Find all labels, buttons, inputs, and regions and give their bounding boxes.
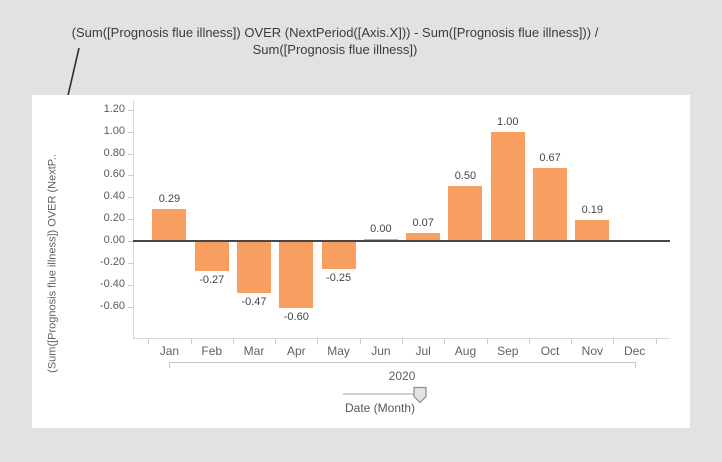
- month-tick-mark: [528, 339, 530, 344]
- x-axis-line: [133, 338, 670, 339]
- y-tick-label: 0.60: [103, 168, 125, 181]
- y-tick-mark: [128, 284, 133, 286]
- bar-value-label: 0.50: [454, 170, 477, 183]
- bar-value-label: -0.27: [199, 274, 225, 287]
- month-tick-mark: [571, 339, 573, 344]
- month-label: Jun: [371, 344, 391, 358]
- y-tick-label: -0.40: [99, 277, 125, 290]
- y-tick-label: 0.40: [103, 190, 125, 203]
- bar-value-label: 0.19: [581, 204, 604, 217]
- month-label: Nov: [581, 344, 604, 358]
- bar[interactable]: [194, 242, 229, 272]
- bar[interactable]: [575, 220, 610, 241]
- month-tick-mark: [655, 339, 657, 344]
- slider-handle-icon[interactable]: [413, 386, 427, 404]
- month-tick-mark: [444, 339, 446, 344]
- y-tick-label: 0.20: [103, 212, 125, 225]
- bar[interactable]: [321, 242, 356, 270]
- bar-value-label: 0.07: [412, 217, 434, 230]
- bar[interactable]: [448, 186, 483, 241]
- y-tick-mark: [128, 241, 133, 242]
- month-tick-mark: [148, 339, 150, 344]
- chart-card: (Sum([Prognosis flue illness]) OVER (Nex…: [32, 95, 690, 428]
- bar[interactable]: [363, 239, 398, 241]
- bar[interactable]: [406, 233, 441, 241]
- year-bracket-end: [634, 362, 636, 368]
- month-tick-mark: [613, 339, 615, 344]
- month-label: Oct: [540, 344, 560, 358]
- month-label: Jan: [159, 344, 180, 358]
- month-tick-mark: [275, 339, 277, 344]
- chart-title: (Sum([Prognosis flue illness]) OVER (Nex…: [0, 24, 670, 58]
- y-tick-label: 1.00: [103, 124, 125, 137]
- bar[interactable]: [490, 131, 525, 241]
- y-tick-mark: [128, 131, 133, 133]
- month-tick-mark: [232, 339, 234, 344]
- y-tick-label: -0.20: [99, 255, 125, 268]
- y-tick-mark: [128, 197, 133, 199]
- bar-value-label: -0.60: [283, 310, 309, 323]
- bar[interactable]: [237, 242, 272, 294]
- y-tick-label: -0.60: [99, 299, 125, 312]
- zero-line: [133, 240, 670, 242]
- bar[interactable]: [533, 167, 568, 241]
- month-label: Jul: [415, 344, 431, 358]
- month-label: Mar: [243, 344, 265, 358]
- bar-value-label: 0.29: [158, 193, 181, 206]
- bar-value-label: 0.00: [370, 223, 392, 236]
- year-label: 2020: [388, 369, 416, 383]
- month-tick-mark: [190, 339, 192, 344]
- month-label: Aug: [454, 344, 477, 358]
- y-tick-mark: [128, 219, 133, 221]
- month-label: May: [327, 344, 350, 358]
- y-tick-mark: [128, 109, 133, 111]
- month-tick-mark: [317, 339, 319, 344]
- y-tick-mark: [128, 175, 133, 177]
- year-bracket-end: [169, 362, 171, 368]
- month-tick-mark: [402, 339, 404, 344]
- bar-value-label: -0.25: [326, 272, 352, 285]
- y-axis-line: [133, 100, 134, 338]
- slider-label: Date (Month): [344, 401, 416, 415]
- date-slider[interactable]: [337, 385, 433, 405]
- y-tick-mark: [128, 306, 133, 308]
- month-label: Feb: [201, 344, 223, 358]
- year-bracket: [169, 362, 635, 363]
- bar-value-label: 1.00: [497, 115, 519, 128]
- bar-value-label: 0.67: [539, 151, 561, 164]
- y-tick-label: 0.00: [103, 234, 125, 246]
- bar[interactable]: [279, 242, 314, 308]
- y-tick-mark: [128, 262, 133, 264]
- month-label: Dec: [623, 344, 646, 358]
- chart-title-line2: Sum([Prognosis flue illness]): [252, 42, 418, 57]
- month-tick-mark: [486, 339, 488, 344]
- month-label: Apr: [286, 344, 306, 358]
- bar-value-label: -0.47: [241, 296, 267, 309]
- y-tick-label: 0.80: [103, 146, 125, 159]
- bar[interactable]: [152, 209, 187, 241]
- y-tick-mark: [128, 153, 133, 155]
- y-axis-label: (Sum([Prognosis flue illness]) OVER (Nex…: [46, 154, 59, 373]
- month-tick-mark: [359, 339, 361, 344]
- month-label: Sep: [497, 344, 519, 358]
- chart-title-line1: (Sum([Prognosis flue illness]) OVER (Nex…: [71, 25, 599, 40]
- y-tick-label: 1.20: [103, 102, 125, 115]
